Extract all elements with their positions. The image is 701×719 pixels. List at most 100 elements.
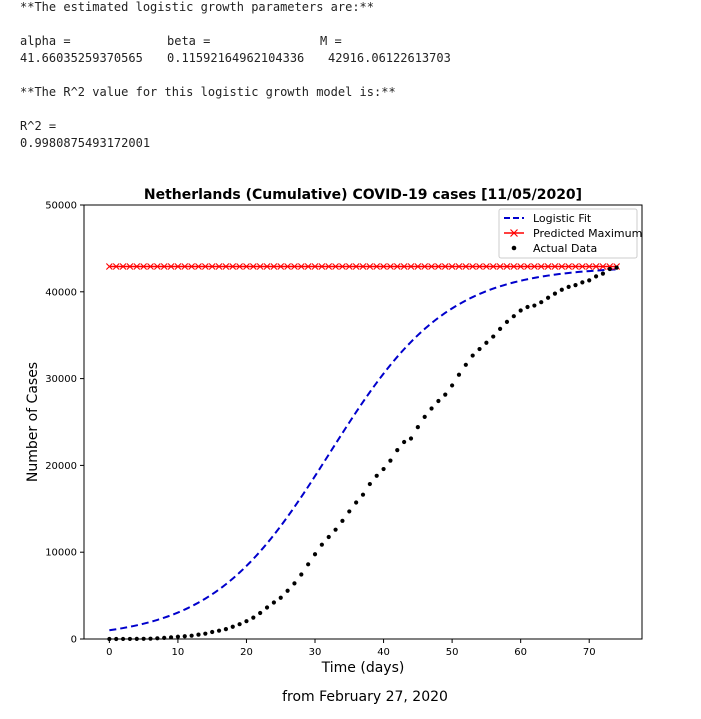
x-tick-label: 10 xyxy=(172,647,185,658)
predicted-maximum-marker xyxy=(311,263,319,270)
actual-data-point xyxy=(244,619,249,624)
actual-data-point xyxy=(388,458,393,463)
predicted-maximum-marker xyxy=(318,263,326,270)
predicted-maximum-marker xyxy=(462,263,470,270)
actual-data-point xyxy=(559,287,564,292)
predicted-maximum-marker xyxy=(284,263,291,270)
actual-data-point xyxy=(237,622,242,627)
predicted-maximum-marker xyxy=(249,263,257,270)
predicted-maximum-marker xyxy=(483,263,490,270)
actual-data-point xyxy=(484,340,489,345)
predicted-maximum-marker xyxy=(530,263,538,270)
x-tick-label: 70 xyxy=(583,647,596,658)
actual-data-point xyxy=(491,334,496,339)
legend-actual-data-label: Actual Data xyxy=(533,242,597,255)
predicted-maximum-marker xyxy=(325,263,333,270)
predicted-maximum-marker xyxy=(345,263,353,270)
actual-data-point xyxy=(566,284,571,289)
chart-caption: from February 27, 2020 xyxy=(282,689,448,705)
actual-data-point xyxy=(230,624,235,629)
predicted-maximum-marker xyxy=(270,263,278,270)
m-value: 42916.06122613703 xyxy=(328,51,451,65)
predicted-maximum-marker xyxy=(359,263,367,270)
alpha-label: alpha = xyxy=(20,34,71,48)
actual-data-point xyxy=(216,628,222,633)
predicted-maximum-marker xyxy=(503,263,511,270)
actual-data-point xyxy=(306,562,311,567)
predicted-maximum-marker xyxy=(119,263,127,270)
actual-data-point xyxy=(470,353,475,358)
actual-data-point xyxy=(354,500,359,505)
predicted-maximum-marker xyxy=(599,263,607,270)
axes: 0 10 20 30 40 50 60 70 0 10000 20000 30000 40000 5000… xyxy=(45,201,595,659)
predicted-maximum-marker xyxy=(256,263,264,270)
predicted-maximum-marker xyxy=(112,263,120,270)
actual-data-point xyxy=(264,605,270,610)
actual-data-point xyxy=(456,372,462,377)
actual-data-point xyxy=(402,439,407,445)
actual-data-point xyxy=(539,300,544,305)
y-tick-label: 20000 xyxy=(45,461,77,472)
actual-data-point xyxy=(251,615,256,620)
predicted-maximum-marker xyxy=(352,263,360,270)
params-heading: **The estimated logistic growth paramete… xyxy=(20,0,375,14)
actual-data-point xyxy=(299,572,304,577)
predicted-maximum-marker xyxy=(147,263,154,270)
predicted-maximum-marker xyxy=(421,263,429,270)
r2-heading: **The R^2 value for this logistic growth… xyxy=(20,85,396,99)
actual-data-point xyxy=(189,633,194,638)
predicted-maximum-marker xyxy=(297,263,305,270)
predicted-maximum-marker xyxy=(167,263,175,270)
predicted-maximum-marker xyxy=(215,263,223,270)
legend-actual-data-swatch xyxy=(511,245,517,251)
logistic-fit-line xyxy=(109,268,617,632)
predicted-maximum-marker xyxy=(524,263,531,270)
legend-logistic-fit-label: Logistic Fit xyxy=(533,212,592,225)
predicted-maximum-marker xyxy=(387,263,394,270)
x-tick-label: 40 xyxy=(377,647,390,658)
actual-data-point xyxy=(415,424,420,430)
actual-data-point xyxy=(258,610,263,616)
predicted-maximum-marker xyxy=(160,263,168,270)
actual-data-point xyxy=(545,295,551,300)
actual-data-point xyxy=(600,271,606,276)
y-tick-label: 30000 xyxy=(45,374,77,385)
actual-data-point xyxy=(525,304,530,310)
predicted-maximum-marker xyxy=(558,263,566,270)
actual-data-point xyxy=(498,326,503,331)
actual-data-point xyxy=(573,283,578,288)
actual-data-point xyxy=(429,406,434,411)
predicted-maximum-marker xyxy=(510,263,518,270)
x-axis-label: Time (days) xyxy=(321,660,405,676)
actual-data-point xyxy=(319,542,324,547)
actual-data-point xyxy=(443,392,448,397)
predicted-maximum-marker xyxy=(174,263,182,270)
predicted-maximum-marker xyxy=(339,263,346,270)
actual-data-point xyxy=(614,265,619,270)
predicted-maximum-marker xyxy=(448,263,456,270)
actual-data-point xyxy=(395,448,400,453)
predicted-maximum-marker xyxy=(414,263,422,270)
actual-data-point xyxy=(436,398,441,404)
predicted-maximum-marker xyxy=(229,263,237,270)
actual-data-point xyxy=(422,414,427,420)
predicted-maximum-marker xyxy=(407,263,415,270)
y-tick-label: 10000 xyxy=(45,548,77,559)
actual-data-point xyxy=(360,492,366,497)
predicted-maximum-marker xyxy=(585,263,593,270)
predicted-maximum-marker xyxy=(188,263,196,270)
plot-area xyxy=(105,263,621,642)
predicted-maximum-marker xyxy=(373,263,381,270)
predicted-maximum-marker xyxy=(201,263,209,270)
actual-data-point xyxy=(196,632,201,637)
actual-data-point xyxy=(203,631,208,636)
predicted-maximum-marker xyxy=(126,263,134,270)
actual-data-point xyxy=(271,600,276,605)
m-label: M = xyxy=(320,34,342,48)
predicted-maximum-marker xyxy=(380,263,387,270)
actual-data-point xyxy=(381,466,386,472)
actual-data-point xyxy=(333,527,338,532)
beta-label: beta = xyxy=(167,34,211,48)
predicted-maximum-marker xyxy=(572,263,579,270)
predicted-maximum-marker xyxy=(565,263,573,270)
